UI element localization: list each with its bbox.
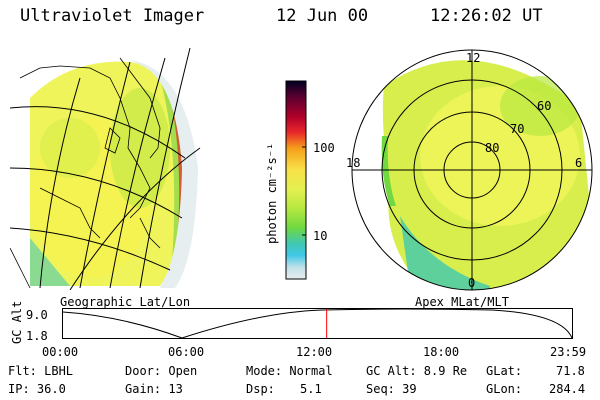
mlt-label-0: 0 <box>468 276 475 290</box>
status-dsp-label: Dsp: <box>246 382 275 396</box>
status-gc-alt: GC Alt: 8.9 Re <box>366 364 468 378</box>
status-gain: Gain: 13 <box>125 382 183 396</box>
geographic-caption-label: Geographic Lat/Lon <box>60 295 191 309</box>
status-seq: Seq: 39 <box>366 382 417 396</box>
status-ip: IP: 36.0 <box>8 382 66 396</box>
status-door: Door: Open <box>125 364 198 378</box>
status-glon-value: 284.4 <box>549 382 586 396</box>
timeline-xtick-0000: 00:00 <box>42 345 79 359</box>
colorbar-tick-100: 100 <box>313 141 335 155</box>
date-label: 12 Jun 00 <box>276 6 369 26</box>
colorbar-tick-10: 10 <box>313 229 328 243</box>
timeline-xtick-2359: 23:59 <box>550 345 587 359</box>
instrument-title: Ultraviolet Imager <box>20 6 205 26</box>
status-glon-label: GLon: <box>486 382 523 396</box>
mlt-label-6: 6 <box>575 156 582 170</box>
coastlines <box>10 57 161 289</box>
timeline-xtick-0600: 06:00 <box>168 345 205 359</box>
mlt-label-18: 18 <box>346 156 360 170</box>
time-label: 12:26:02 UT <box>430 6 543 26</box>
timeline-plot <box>62 308 573 339</box>
status-filter: Flt: LBHL <box>8 364 74 378</box>
lat-label-60: 60 <box>537 99 551 113</box>
colorbar <box>285 80 307 280</box>
lat-label-70: 70 <box>510 122 524 136</box>
status-mode: Mode: Normal <box>246 364 333 378</box>
timeline-ytick-top: 9.0 <box>26 308 48 322</box>
timeline-xtick-1800: 18:00 <box>423 345 460 359</box>
polar-emission <box>352 50 592 290</box>
colorbar-unit-label: photon cm⁻²s⁻¹ <box>265 142 279 244</box>
polar-caption: Apex MLat/MLT <box>415 295 509 309</box>
geographic-image-panel <box>10 38 250 290</box>
status-dsp-value: 5.1 <box>300 382 322 396</box>
geographic-grid <box>10 47 201 290</box>
lat-label-80: 80 <box>485 141 499 155</box>
colorbar-gradient <box>285 80 307 280</box>
polar-grid <box>351 49 593 291</box>
timeline-frame <box>62 308 573 339</box>
status-glat-value: 71.8 <box>556 364 585 378</box>
timeline-ytick-bottom: 1.8 <box>26 329 48 343</box>
mlt-label-12: 12 <box>466 51 480 65</box>
polar-plot: 12 18 6 0 60 70 80 <box>346 49 593 291</box>
limb-glow <box>130 60 198 288</box>
status-glat-label: GLat: <box>486 364 523 378</box>
geographic-image <box>10 47 201 290</box>
timeline-xtick-1200: 12:00 <box>296 345 333 359</box>
gc-alt-curve <box>62 308 573 339</box>
timeline-ylabel: GC Alt <box>10 300 24 344</box>
